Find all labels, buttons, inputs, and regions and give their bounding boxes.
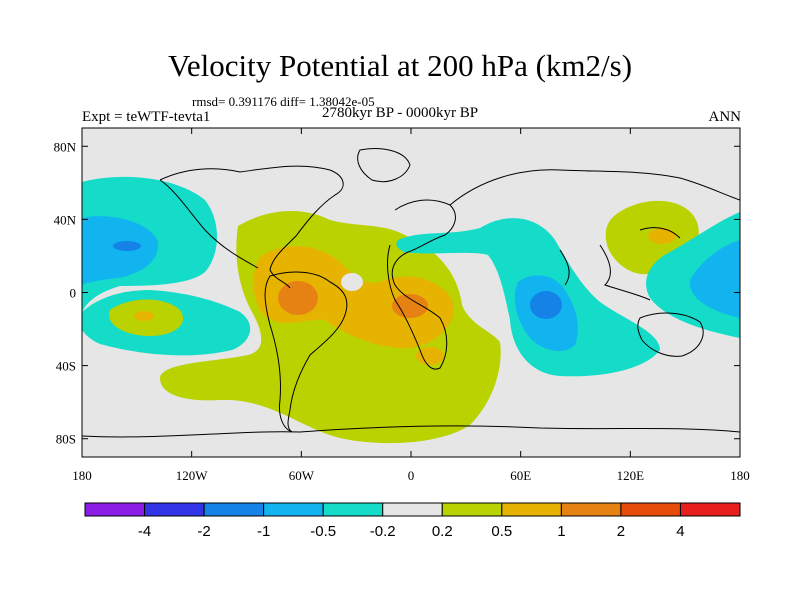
contour-darkorange-atlantic xyxy=(392,294,428,318)
coast-asia xyxy=(449,169,740,301)
x-tick-label: 120E xyxy=(617,468,645,483)
coast-north-america xyxy=(159,165,344,289)
coast-greenland xyxy=(357,148,411,183)
x-tick-label: 60W xyxy=(289,468,315,483)
y-tick-label: 80S xyxy=(56,432,76,447)
y-tick-label: 40N xyxy=(54,212,77,227)
colorbar-level-label: -4 xyxy=(138,523,151,540)
x-tick-label: 180 xyxy=(730,468,750,483)
colorbar-swatch xyxy=(203,502,265,517)
contour-darkorange-amazon xyxy=(278,281,318,315)
contour-orange-south-pacific xyxy=(134,311,154,321)
contour-orange-caribbean xyxy=(263,255,291,269)
colorbar-level-label: 2 xyxy=(617,523,625,540)
colorbar-swatch xyxy=(679,502,741,517)
contour-blue-indian-ocean xyxy=(530,291,562,319)
coast-europe-africa xyxy=(387,199,456,370)
x-axis: 180 120W 60W 0 60E 120E 180 xyxy=(72,128,750,483)
colorbar-swatch xyxy=(560,502,622,517)
colorbar-level-label: -1 xyxy=(257,523,270,540)
colorbar-swatch xyxy=(144,502,205,517)
contour-cyan-north-pacific xyxy=(82,216,159,285)
colorbar-swatch xyxy=(263,502,324,517)
coast-australia xyxy=(637,312,704,357)
chart-title: Velocity Potential at 200 hPa (km2/s) xyxy=(167,48,633,83)
colorbar-level-label: 0.2 xyxy=(432,523,453,540)
x-tick-label: 60E xyxy=(510,468,531,483)
colorbar-level-label: -0.5 xyxy=(310,523,336,540)
colorbar-level-label: 0.5 xyxy=(491,523,512,540)
map-field xyxy=(82,128,740,457)
colorbar-swatch xyxy=(620,502,681,517)
contour-orange-japan xyxy=(648,228,676,244)
colorbar-swatch xyxy=(322,502,384,517)
season-label: ANN xyxy=(708,109,742,125)
contour-hole-atlantic xyxy=(341,273,363,291)
y-axis: 80N 40N 0 40S 80S xyxy=(54,139,740,447)
colorbar: -4 -2 -1 -0.5 -0.2 0.2 0.5 1 2 4 xyxy=(84,502,741,540)
stats-text: rmsd= 0.391176 diff= 1.38042e-05 xyxy=(192,94,375,109)
y-tick-label: 80N xyxy=(54,139,77,154)
contour-orange-atlantic xyxy=(253,246,454,349)
experiment-label: Expt = teWTF-tevta1 xyxy=(82,109,211,125)
colorbar-swatch xyxy=(84,502,146,517)
colorbar-level-label: 1 xyxy=(557,523,565,540)
coast-south-america xyxy=(264,271,348,433)
period-label: 2780kyr BP - 0000kyr BP xyxy=(321,105,479,121)
colorbar-level-label: -0.2 xyxy=(370,523,396,540)
colorbar-level-label: 4 xyxy=(676,523,684,540)
x-tick-label: 120W xyxy=(176,468,209,483)
x-tick-label: 0 xyxy=(408,468,415,483)
colorbar-swatch xyxy=(382,502,443,517)
x-tick-label: 180 xyxy=(72,468,92,483)
colorbar-swatch xyxy=(501,502,562,517)
y-tick-label: 0 xyxy=(70,286,77,301)
contour-orange-africa xyxy=(416,347,444,365)
coastlines xyxy=(82,148,740,438)
contour-cyan-west-pacific xyxy=(689,240,740,318)
coast-antarctica xyxy=(82,425,740,438)
colorbar-swatch xyxy=(441,502,503,517)
contour-green-atlantic xyxy=(160,211,501,444)
contour-blue-north-pacific xyxy=(113,241,141,251)
y-tick-label: 40S xyxy=(56,359,76,374)
colorbar-level-label: -2 xyxy=(197,523,210,540)
